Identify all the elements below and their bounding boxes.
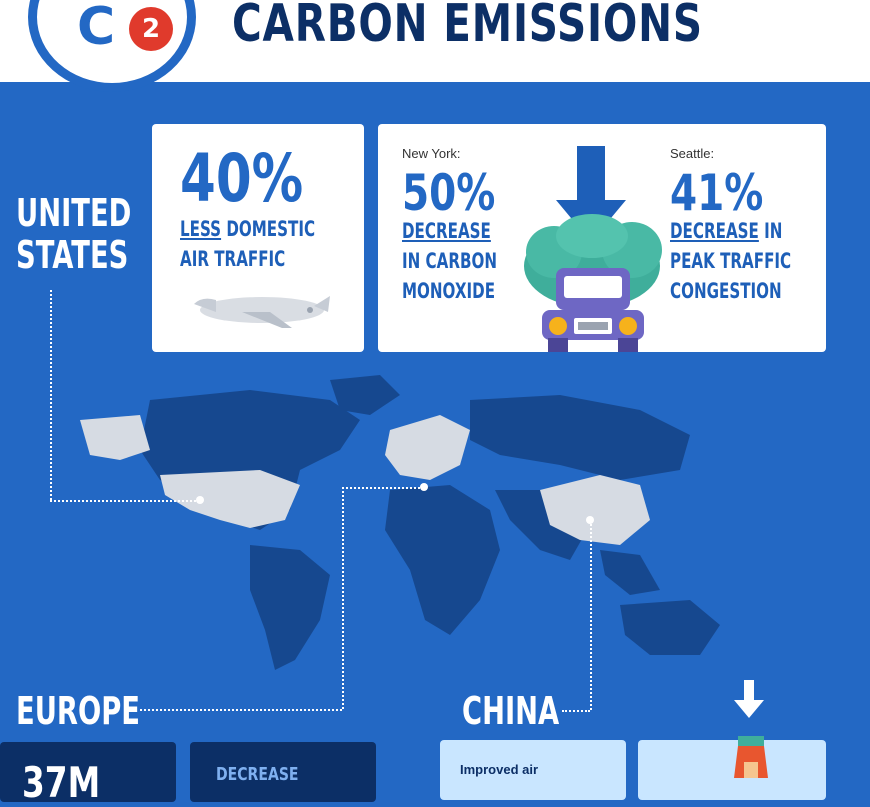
ny-line2: IN CARBON xyxy=(402,249,498,273)
seattle-line2: PEAK TRAFFIC xyxy=(670,249,792,273)
logo-letter: C xyxy=(77,0,116,57)
europe-card-2: DECREASE xyxy=(190,742,376,802)
seattle-value: 41% xyxy=(670,164,764,222)
china-connector-vertical xyxy=(590,520,592,710)
europe-connector-bottom xyxy=(140,709,342,711)
air-traffic-line2: AIR TRAFFIC xyxy=(180,247,286,271)
ny-city: New York: xyxy=(402,146,461,161)
world-map xyxy=(80,375,720,670)
air-traffic-line1: LESS DOMESTIC xyxy=(180,217,316,241)
usa-air-traffic-card: 40% LESS DOMESTIC AIR TRAFFIC xyxy=(152,124,364,352)
co2-logo: C 2 xyxy=(28,0,196,92)
seattle-city: Seattle: xyxy=(670,146,715,161)
europe-card1-value: 37M xyxy=(22,758,101,807)
china-card1-text: Improved air xyxy=(460,762,539,777)
seattle-line3: CONGESTION xyxy=(670,279,782,303)
china-connector-bottom xyxy=(562,710,590,712)
usa-city-card: New York: 50% DECREASE IN CARBON MONOXID… xyxy=(378,124,826,352)
usa-label-line2: STATES xyxy=(16,233,129,277)
ny-line3: MONOXIDE xyxy=(402,279,496,303)
usa-label: UNITED STATES xyxy=(16,192,131,276)
europe-marker-icon xyxy=(420,483,428,491)
usa-label-line1: UNITED xyxy=(16,191,132,235)
air-traffic-value: 40% xyxy=(180,140,304,217)
car-smog-illustration xyxy=(524,146,662,352)
ny-line1: DECREASE xyxy=(402,219,491,243)
ny-value: 50% xyxy=(402,164,496,222)
airplane-icon xyxy=(194,296,330,328)
usa-connector-vertical xyxy=(50,290,52,500)
usa-marker-icon xyxy=(196,496,204,504)
seattle-line1: DECREASE IN xyxy=(670,219,783,243)
china-card-2 xyxy=(638,680,826,800)
factory-icon xyxy=(734,680,768,778)
europe-card2-text: DECREASE xyxy=(216,764,299,785)
logo-badge: 2 xyxy=(129,7,173,51)
usa-connector-horizontal xyxy=(50,500,200,502)
china-card-1: Improved air xyxy=(440,740,626,800)
china-label: CHINA xyxy=(462,689,560,733)
europe-connector-vertical xyxy=(342,487,344,709)
europe-card-1: 37M xyxy=(0,742,176,807)
car-icon xyxy=(542,268,644,352)
europe-connector-horizontal xyxy=(342,487,424,489)
page-title: CARBON EMISSIONS xyxy=(232,0,703,54)
europe-label: EUROPE xyxy=(16,689,140,733)
